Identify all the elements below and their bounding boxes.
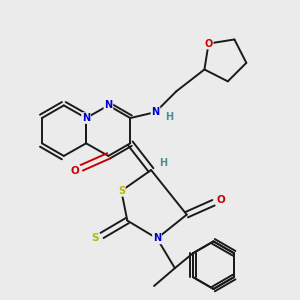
Text: H: H — [165, 112, 173, 122]
Text: N: N — [104, 100, 112, 110]
Text: N: N — [82, 113, 90, 123]
Text: O: O — [217, 195, 225, 205]
Text: N: N — [153, 233, 161, 243]
Text: S: S — [91, 233, 98, 243]
Text: N: N — [152, 107, 160, 117]
Text: S: S — [118, 186, 125, 196]
Text: O: O — [204, 39, 213, 49]
Text: H: H — [159, 158, 167, 168]
Text: O: O — [71, 166, 80, 176]
